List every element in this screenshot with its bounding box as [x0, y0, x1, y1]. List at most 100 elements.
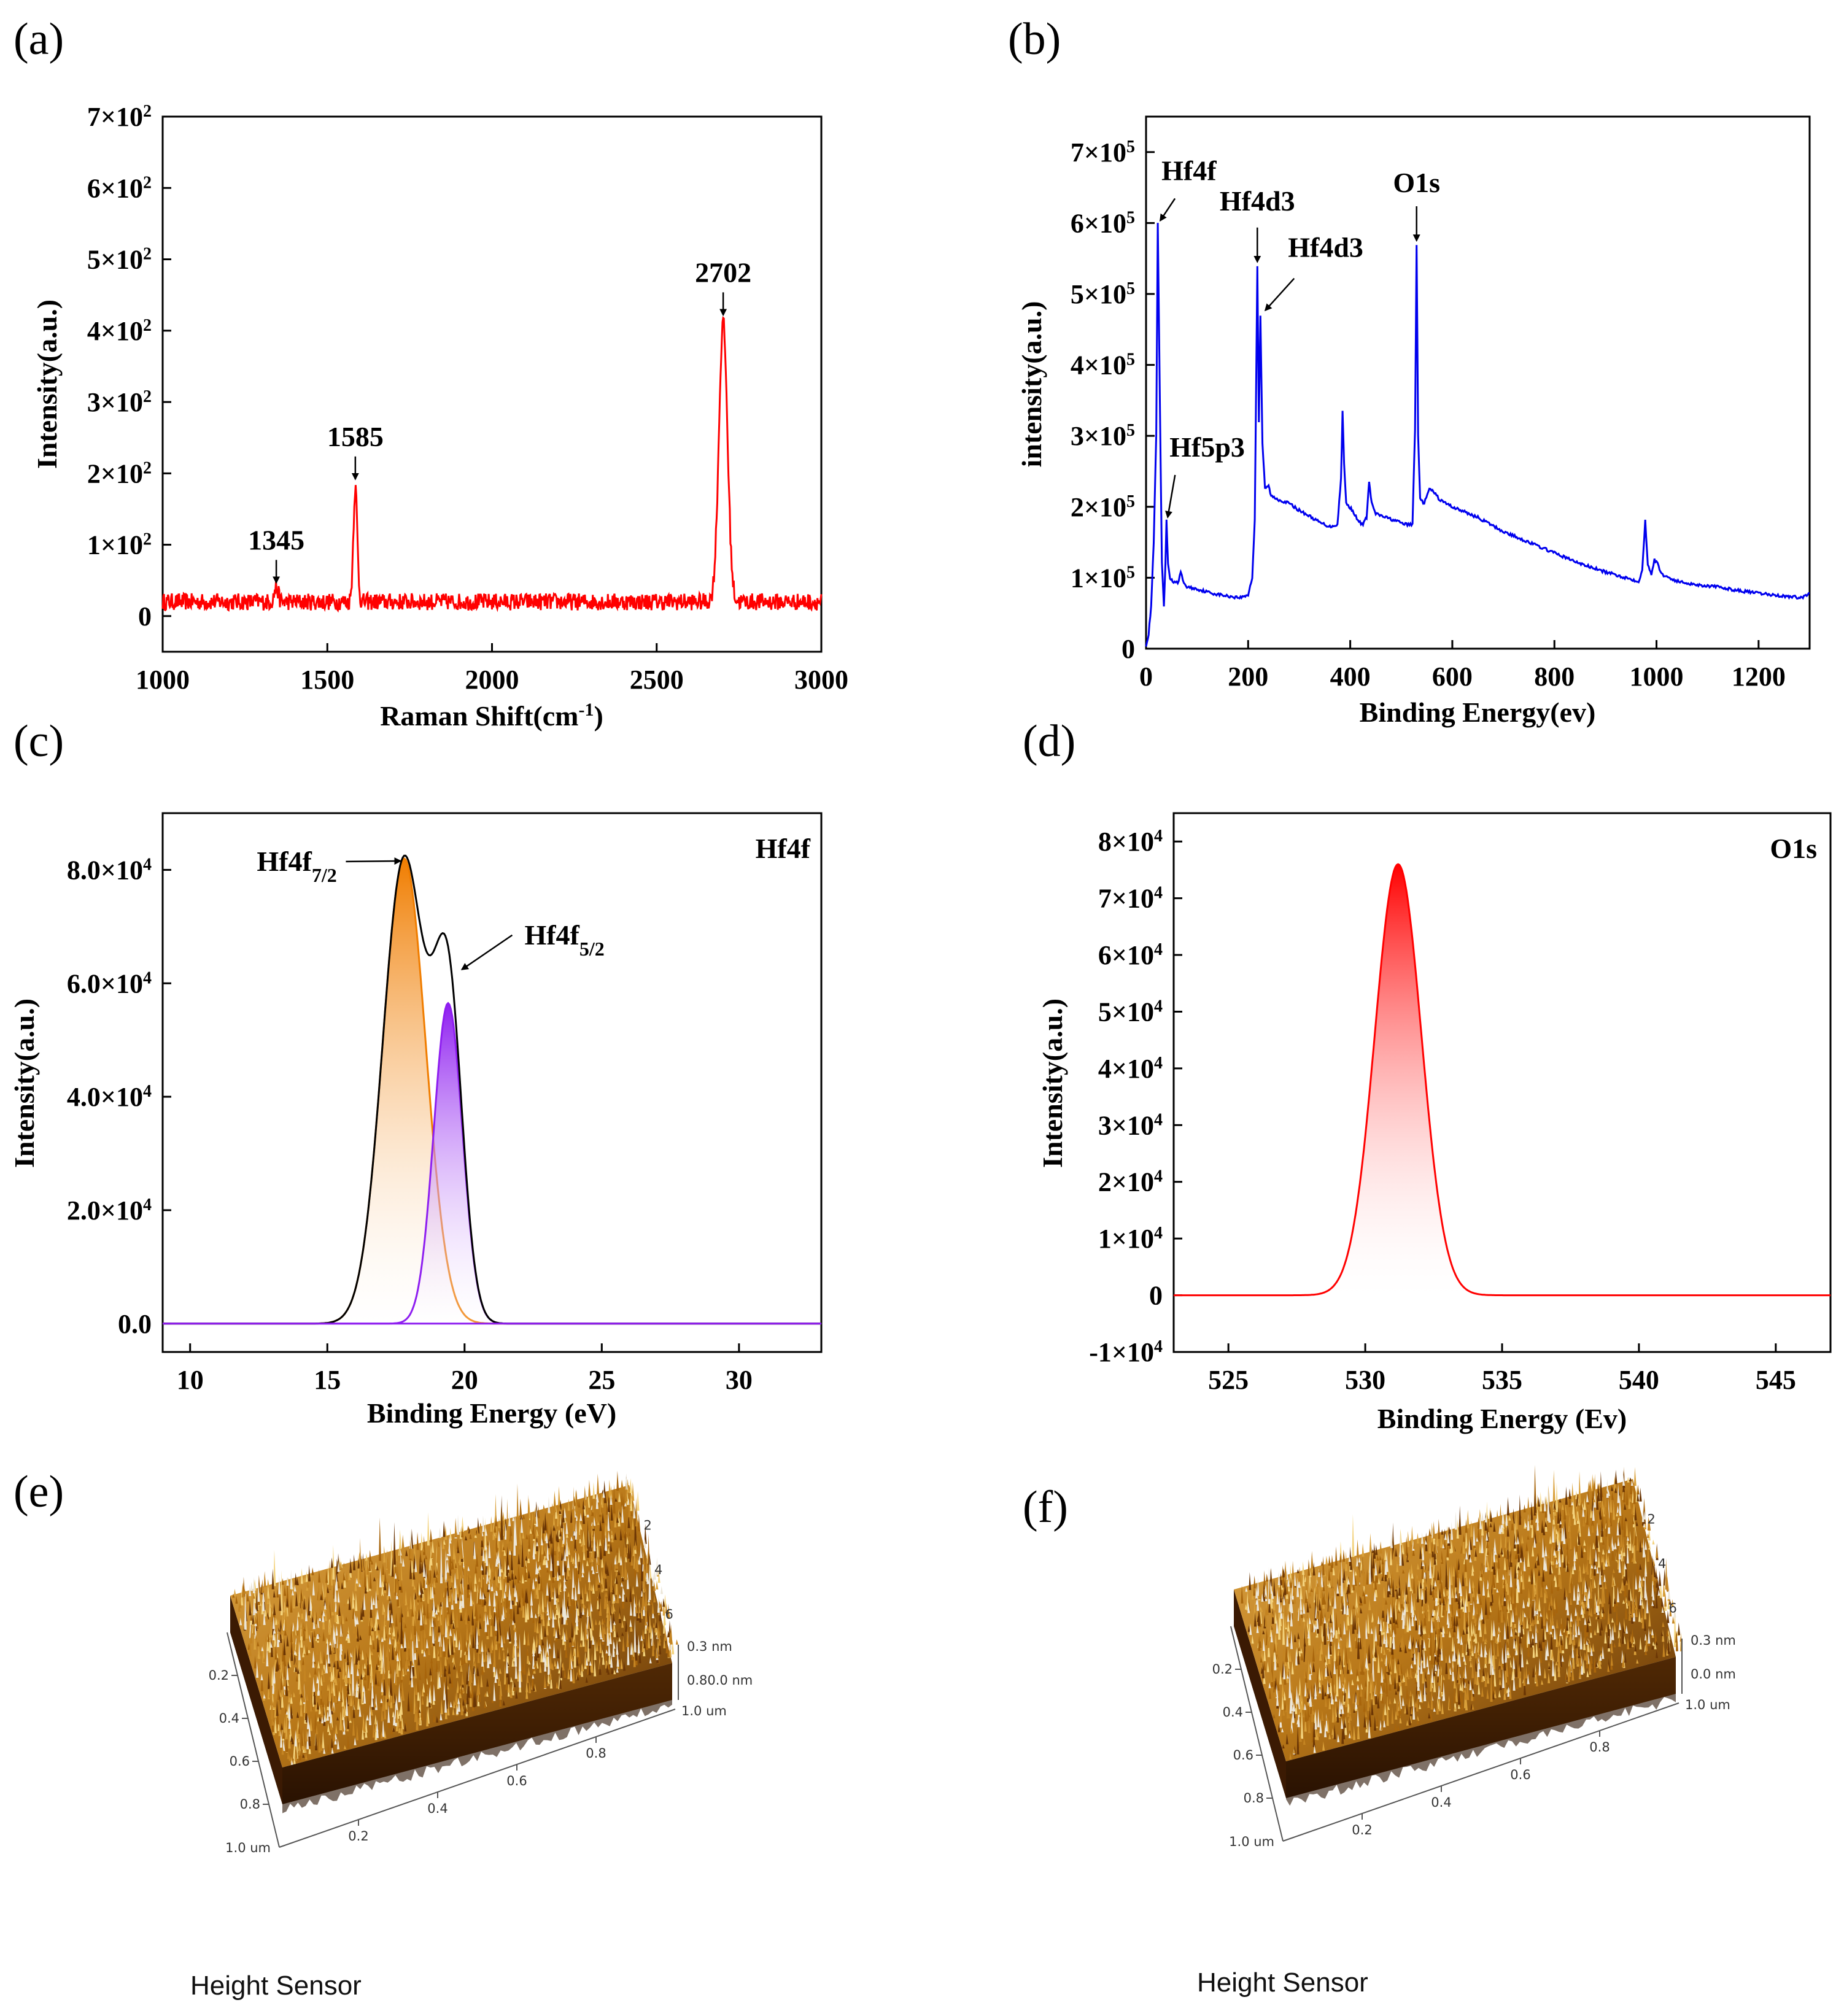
peak-hf4f52-line [163, 1002, 820, 1325]
afm-x-axis [279, 1709, 676, 1848]
afm-y-axis [1230, 1626, 1284, 1842]
afm-axes-e: 0.2 0.2 0.4 0.4 0.6 0.6 0.8 0.8 1.0 um 1.0 um 0.3 … [209, 1518, 753, 1856]
afm-texture [1244, 1477, 1680, 1742]
x-tick-label: 1200 [1732, 662, 1786, 692]
afm-edge [282, 1663, 672, 1813]
afm-y-tick-label: 0.4 [219, 1711, 239, 1726]
afm-back-tick-label: 4 [1658, 1556, 1666, 1571]
peak-label: Hf4d3 [1288, 232, 1363, 263]
series-raman-line [161, 316, 823, 613]
peak-hf4f72-fill [163, 858, 820, 1324]
series-xps-survey-line [1145, 223, 1810, 647]
afm-x-end-label: 1.0 um [1685, 1697, 1730, 1712]
peak-hf4f52-fill [163, 1003, 820, 1324]
afm-x-tick-label: 0.6 [1510, 1767, 1530, 1782]
y-ticks-c: 0.0 2.0×104 4.0×104 6.0×104 8.0×104 [67, 855, 171, 1339]
afm-y-end-label: 1.0 um [1229, 1834, 1274, 1849]
peak-arrow [460, 934, 513, 970]
afm-x-tick-label: 0.4 [427, 1801, 447, 1816]
x-ticks-a: 1000 1500 2000 2500 3000 [136, 643, 848, 695]
peak-areas-d [1174, 863, 1830, 1297]
y-tick-label: 7×105 [1071, 137, 1135, 168]
afm-caption-e: Height Sensor [190, 1971, 362, 2001]
x-tick-label: 545 [1756, 1365, 1796, 1395]
envelope-line [163, 854, 820, 1325]
peak-label: Hf4d3 [1220, 185, 1295, 217]
x-tick-label: 30 [726, 1365, 753, 1395]
panel-label-a: (a) [14, 14, 64, 64]
afm-y-tick-label: 0.8 [1244, 1791, 1264, 1806]
afm-surface-f: 0.2 0.2 0.4 0.4 0.6 0.6 0.8 0.8 1.0 um 1.0 um 0.3 … [1197, 1464, 1736, 1998]
y-tick-label: 2.0×104 [67, 1195, 152, 1226]
panel-label-e: (e) [14, 1467, 64, 1517]
y-tick-label: 1×105 [1071, 563, 1135, 593]
y-tick-label: 8×104 [1098, 827, 1163, 857]
x-tick-label: 535 [1482, 1365, 1522, 1395]
x-tick-label: 1500 [300, 665, 354, 695]
chart-hf4f: 10 15 20 25 30 0.0 2.0×104 4.0×104 6.0×104 8.0×1… [9, 812, 823, 1429]
y-tick-label: 3×105 [1071, 421, 1135, 452]
x-ticks-d: 525 530 535 540 545 [1208, 1343, 1796, 1395]
x-tick-label: 15 [314, 1365, 341, 1395]
y-ticks-d: -1×104 0 1×104 2×104 3×104 4×104 5×104 6×104 7×1… [1089, 827, 1182, 1367]
afm-left-wall [1234, 1589, 1286, 1798]
plot-frame-b [1145, 115, 1811, 650]
afm-caption-f: Height Sensor [1197, 1968, 1368, 1998]
afm-y-axis [227, 1632, 280, 1848]
y-tick-label: 7×104 [1098, 883, 1163, 914]
x-axis-title-c: Binding Energy (eV) [367, 1397, 616, 1429]
chart-o1s: 525 530 535 540 545 -1×104 0 1×104 2×104 3×104 4×… [1037, 812, 1832, 1434]
y-tick-label: 4×104 [1098, 1053, 1163, 1084]
afm-axes-f: 0.2 0.2 0.4 0.4 0.6 0.6 0.8 0.8 1.0 um 1.0 um 0.3 … [1212, 1512, 1736, 1850]
afm-x-tick-label: 0.6 [506, 1774, 527, 1788]
afm-back-tick-label: 2 [1648, 1512, 1656, 1527]
y-tick-label: 2×102 [87, 458, 152, 489]
y-axis-title-b: intensity(a.u.) [1016, 301, 1047, 468]
peak-label: 2702 [695, 257, 751, 288]
x-ticks-c: 10 15 20 25 30 [177, 1343, 753, 1395]
inset-label-o1s: O1s [1770, 833, 1817, 864]
y-tick-label: 5×105 [1071, 279, 1135, 310]
afm-y-tick-label: 0.6 [1233, 1748, 1253, 1763]
x-tick-label: 600 [1432, 662, 1473, 692]
chart-xps-survey: 0 200 400 600 800 1000 1200 0 1×105 2×105 3×105 4×… [1016, 115, 1811, 728]
y-tick-label: -1×104 [1089, 1337, 1163, 1368]
x-tick-label: 400 [1330, 662, 1371, 692]
y-tick-label: 4×102 [87, 315, 152, 346]
peak-arrow [1160, 198, 1176, 222]
afm-z-top-label: 0.3 nm [1691, 1633, 1736, 1648]
afm-y-tick-label: 0.4 [1223, 1705, 1243, 1720]
afm-z-top-label: 0.3 nm [687, 1639, 732, 1654]
peak-hf4f72-line [163, 857, 820, 1325]
peak-label-hf4f72: Hf4f7/2 [257, 846, 336, 886]
y-tick-label: 6×102 [87, 173, 152, 204]
x-tick-label: 3000 [794, 665, 848, 695]
y-axis-title-c: Intensity(a.u.) [9, 998, 40, 1168]
y-tick-label: 7×102 [87, 102, 152, 133]
afm-surface-image-f [1234, 1464, 1683, 1806]
peak-arrow [1264, 277, 1295, 312]
x-tick-label: 2500 [630, 665, 684, 695]
annotations-c: Hf4f7/2 Hf4f5/2 [257, 846, 605, 970]
y-tick-label: 2×104 [1098, 1167, 1163, 1197]
y-tick-label: 6.0×104 [67, 968, 152, 999]
peak-label: 1345 [248, 524, 304, 555]
y-axis-title-a: Intensity(a.u.) [31, 299, 63, 469]
afm-x-tick-label: 0.4 [1431, 1795, 1451, 1810]
y-tick-label: 2×105 [1071, 492, 1135, 522]
y-tick-label: 6×105 [1071, 208, 1135, 239]
peak-arrow [1165, 474, 1176, 519]
x-tick-label: 800 [1534, 662, 1575, 692]
x-tick-label: 2000 [465, 665, 519, 695]
afm-back-tick-label: 6 [1669, 1601, 1677, 1616]
afm-left-wall [230, 1596, 282, 1804]
plot-frame-c [161, 812, 823, 1353]
afm-x-tick-label: 0.8 [586, 1746, 606, 1761]
afm-back-tick-label: 4 [654, 1562, 662, 1577]
x-tick-label: 200 [1228, 662, 1268, 692]
afm-z-mid-label: 0.80.0 nm [687, 1673, 753, 1688]
x-tick-label: 20 [451, 1365, 478, 1395]
y-tick-label: 8.0×104 [67, 855, 152, 886]
afm-y-tick-label: 0.2 [209, 1668, 229, 1683]
